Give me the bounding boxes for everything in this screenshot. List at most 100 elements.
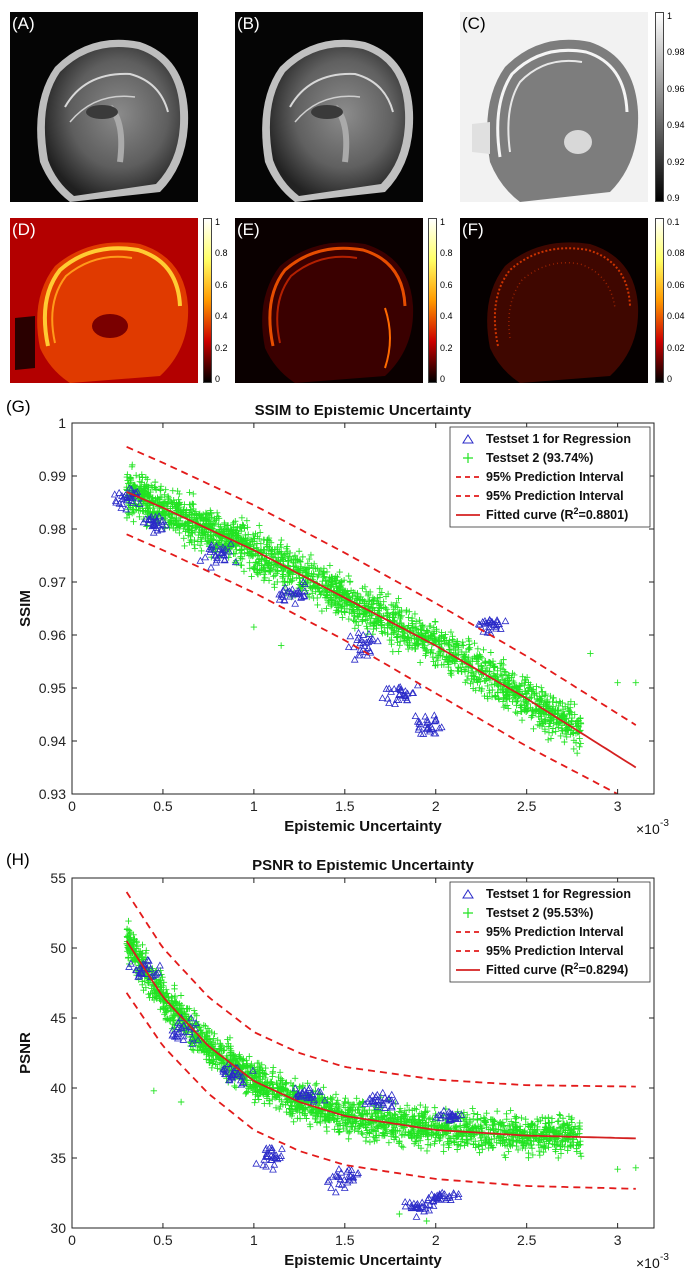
- testset2-point: [525, 687, 532, 694]
- testset2-point: [467, 680, 474, 687]
- testset2-point: [363, 1127, 371, 1134]
- testset2-point: [502, 687, 509, 695]
- testset2-point: [512, 1137, 520, 1144]
- testset2-point: [530, 725, 537, 733]
- testset2-point: [349, 606, 357, 613]
- testset2-point: [564, 726, 571, 734]
- testset1-point: [134, 972, 143, 980]
- testset2-point: [130, 508, 138, 516]
- testset2-point: [495, 1135, 503, 1142]
- testset1-point: [347, 1166, 356, 1174]
- legend-triangle-marker: [462, 434, 474, 444]
- testset2-point: [392, 1134, 400, 1141]
- testset2-point: [276, 1069, 284, 1076]
- testset2-point: [207, 532, 215, 539]
- testset1-point: [349, 1176, 358, 1184]
- testset2-point: [130, 931, 137, 939]
- testset2-point: [513, 710, 521, 717]
- testset2-point: [291, 552, 299, 559]
- testset2-point: [171, 499, 178, 506]
- testset2-point: [262, 1071, 270, 1078]
- testset2-point: [336, 568, 343, 576]
- testset2-point: [491, 1117, 498, 1125]
- testset2-point: [544, 699, 551, 706]
- colorbar-tick-label: 0.2: [440, 342, 453, 353]
- testset2-point: [181, 501, 188, 508]
- testset2-point: [271, 1094, 279, 1102]
- testset2-point: [559, 1138, 566, 1145]
- testset1-point: [401, 691, 410, 699]
- testset2-point: [362, 617, 369, 624]
- testset2-point: [214, 1065, 221, 1072]
- testset1-point: [148, 522, 157, 530]
- testset2-point: [500, 694, 508, 702]
- testset1-point: [382, 684, 391, 692]
- testset2-point: [231, 1082, 238, 1090]
- testset2-point: [339, 614, 346, 621]
- testset2-point: [489, 686, 496, 694]
- testset1-point: [396, 682, 405, 690]
- testset2-point: [413, 1137, 420, 1145]
- testset2-point: [564, 1136, 571, 1144]
- testset2-point: [215, 521, 222, 528]
- testset2-point: [440, 1141, 447, 1149]
- testset2-point: [355, 622, 362, 629]
- testset1-point: [387, 1102, 396, 1110]
- testset2-point: [191, 545, 199, 552]
- testset2-point: [555, 1124, 563, 1131]
- testset2-point: [254, 533, 261, 540]
- testset2-point: [272, 1104, 280, 1112]
- testset2-point: [347, 1104, 355, 1112]
- testset2-point: [415, 1129, 422, 1137]
- testset1-point: [127, 485, 136, 493]
- testset2-point: [222, 537, 230, 545]
- colorbar-d: [203, 218, 212, 383]
- testset2-point: [382, 593, 390, 600]
- uncertainty-map-d: [10, 218, 198, 383]
- testset2-point: [442, 631, 449, 638]
- testset2-point: [412, 1138, 419, 1145]
- testset2-point: [464, 1111, 471, 1119]
- testset2-point: [202, 533, 209, 541]
- testset2-point: [170, 1000, 177, 1008]
- testset2-point: [344, 590, 352, 597]
- testset2-point: [317, 566, 325, 574]
- testset2-point: [276, 548, 283, 555]
- testset1-point: [122, 505, 131, 513]
- testset2-point: [497, 670, 504, 678]
- testset2-point: [141, 977, 148, 985]
- testset2-point: [503, 1115, 510, 1123]
- testset1-point: [174, 1034, 182, 1042]
- testset2-point: [394, 1114, 401, 1121]
- testset2-point: [458, 641, 466, 649]
- testset2-point: [412, 618, 420, 625]
- testset2-point: [416, 620, 424, 627]
- testset2-point: [495, 696, 503, 703]
- testset2-point: [549, 698, 556, 706]
- testset2-point: [525, 1149, 532, 1157]
- testset2-point: [474, 679, 481, 686]
- testset2-point: [227, 1047, 235, 1054]
- testset1-point: [174, 1018, 182, 1026]
- testset2-point: [374, 618, 381, 626]
- testset2-point: [546, 714, 554, 722]
- testset2-point: [229, 1056, 236, 1064]
- colorbar-tick-label: 0.8: [440, 248, 453, 259]
- testset2-point: [436, 633, 443, 641]
- testset2-point: [383, 606, 390, 613]
- testset2-point: [568, 1114, 576, 1122]
- testset2-point: [547, 735, 555, 742]
- testset2-point: [374, 1112, 381, 1120]
- testset2-point: [541, 725, 549, 733]
- testset2-point: [446, 658, 454, 666]
- testset2-point: [277, 642, 285, 649]
- legend-entry-label: 95% Prediction Interval: [486, 470, 624, 484]
- testset2-point: [229, 521, 237, 528]
- testset2-point: [483, 1109, 490, 1117]
- testset2-point: [167, 1017, 174, 1025]
- testset2-point: [540, 1148, 547, 1156]
- testset2-point: [203, 1048, 210, 1056]
- testset2-point: [203, 1029, 210, 1036]
- testset2-point: [351, 1101, 358, 1109]
- testset2-point: [463, 1138, 471, 1146]
